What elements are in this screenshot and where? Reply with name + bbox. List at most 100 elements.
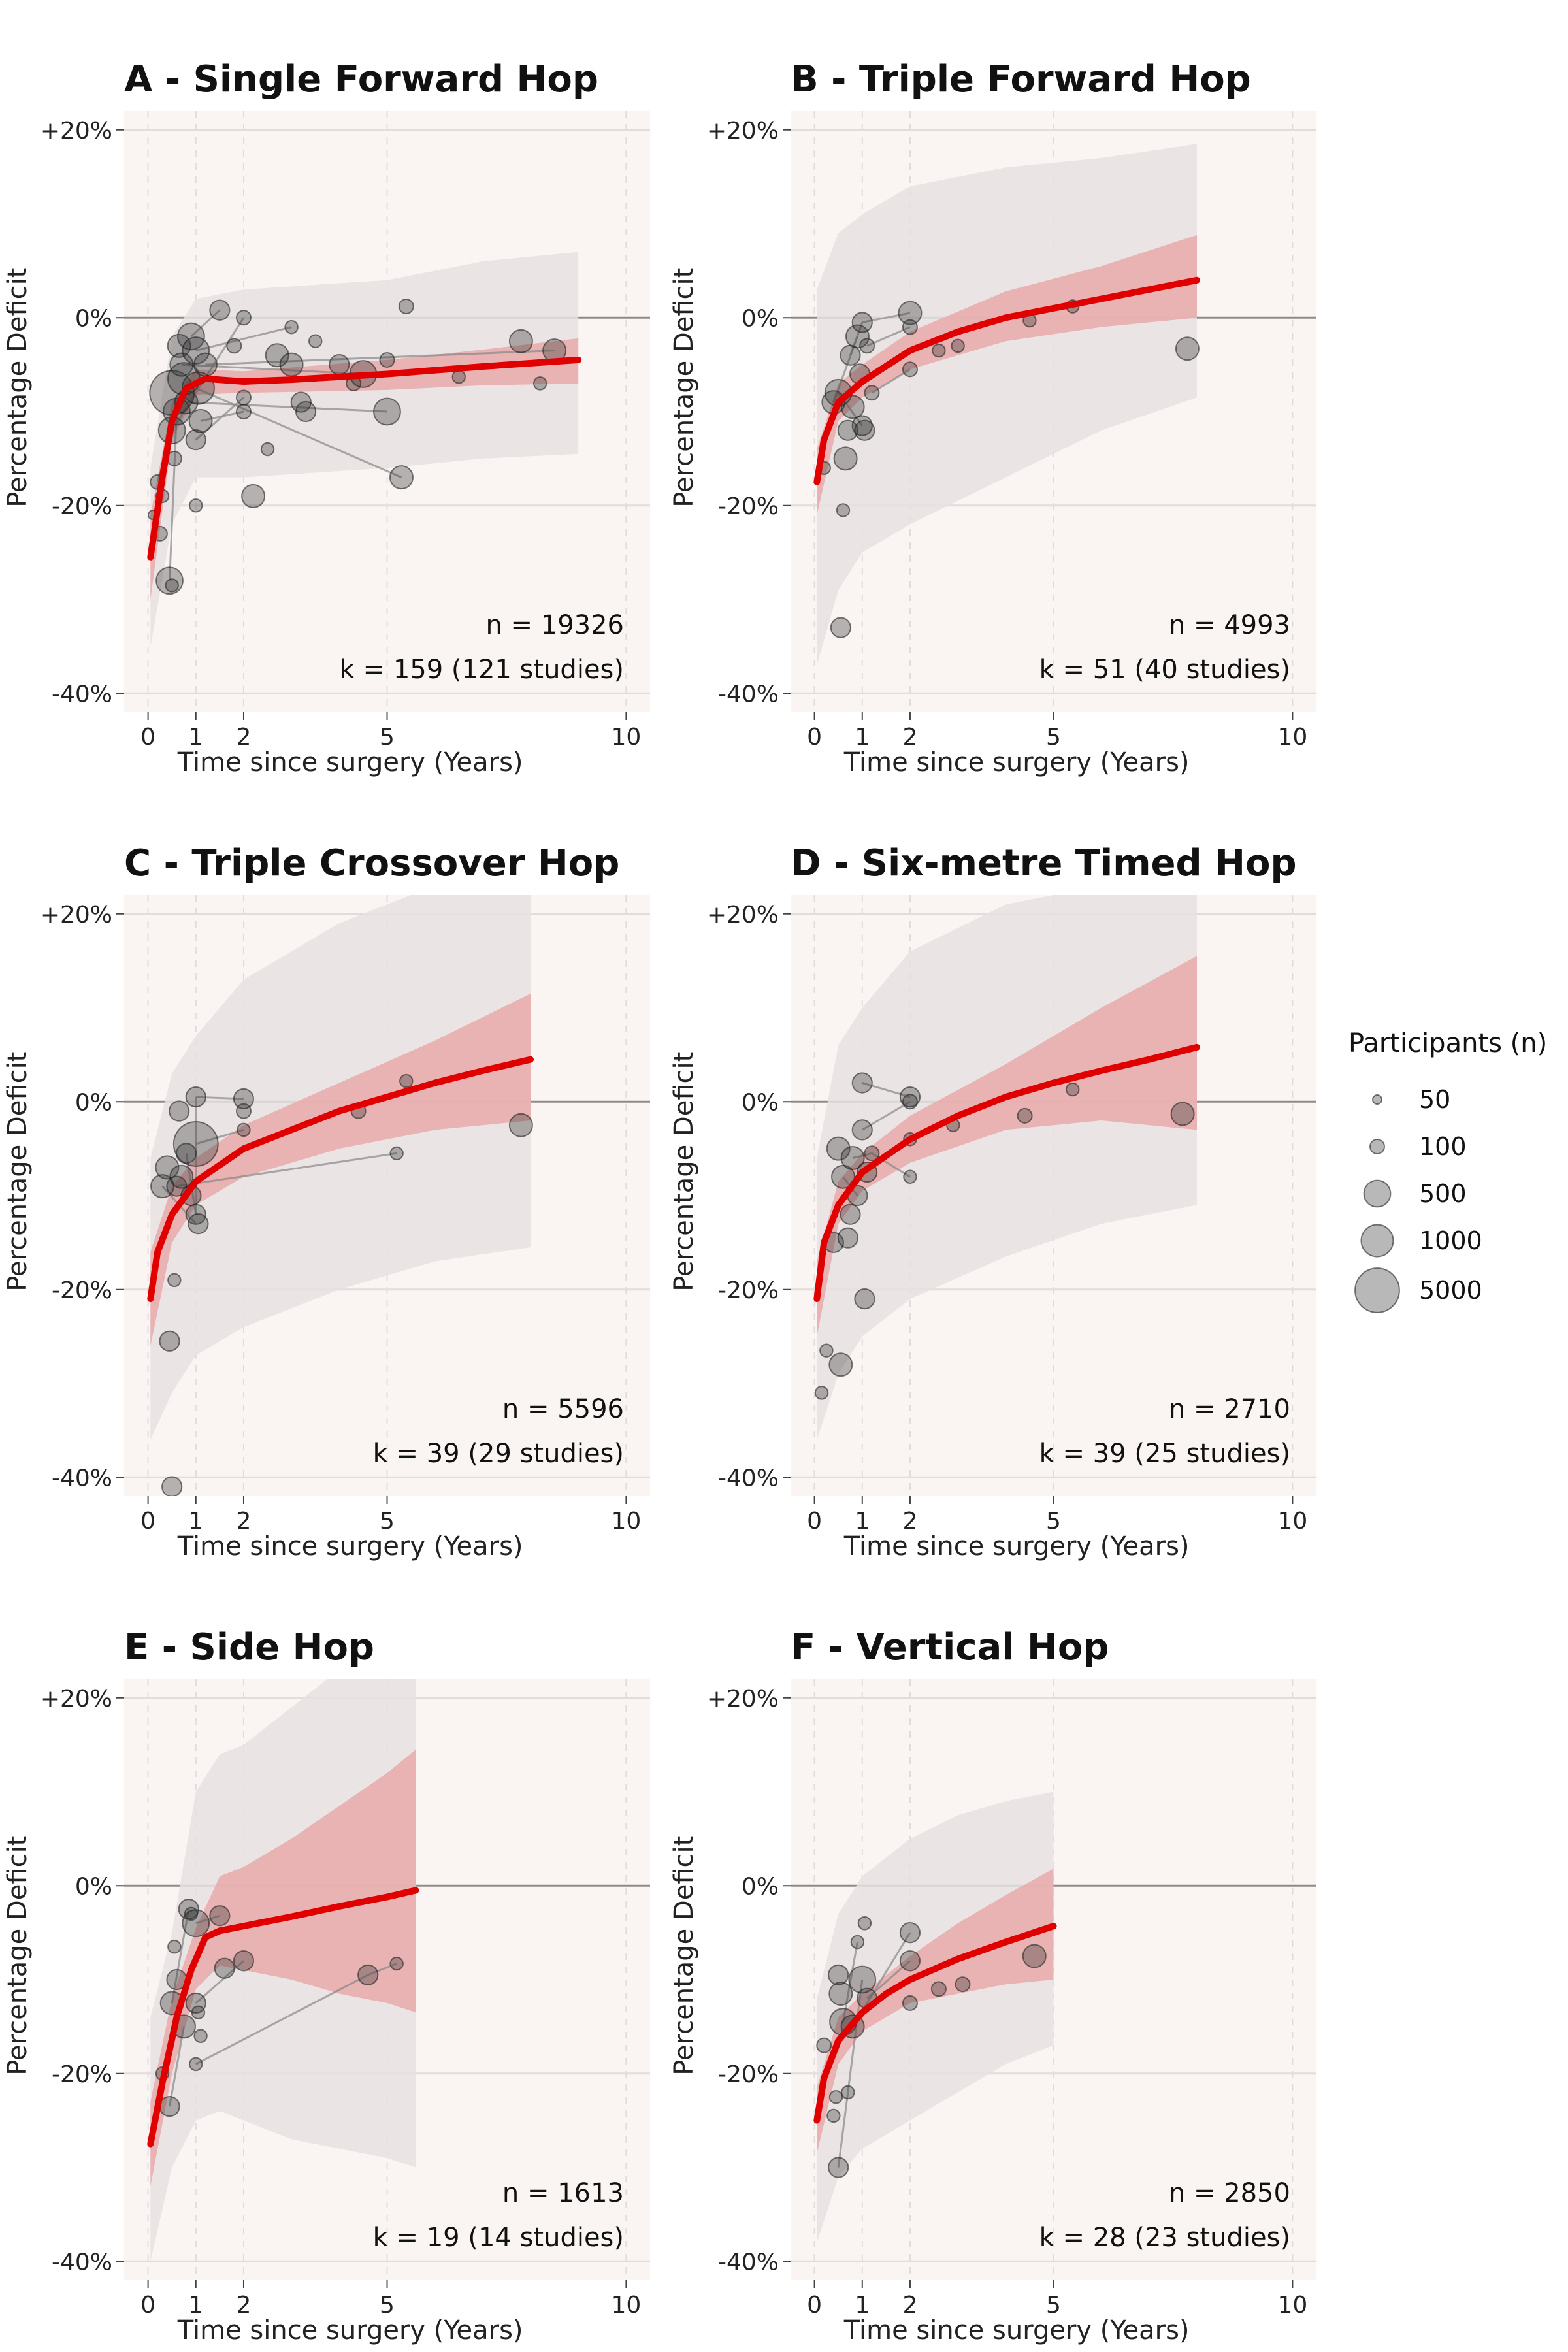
study-link-line [195,1128,244,1145]
panel-title: C - Triple Crossover Hop [124,842,619,885]
data-point [841,2085,855,2100]
data-point [848,1965,877,1994]
study-link-line [169,2026,185,2107]
fitted-curve [813,1923,1057,2124]
confidence-interval-band [817,1869,1054,2153]
data-point [833,446,858,471]
data-point [233,1950,255,1972]
study-link-line [837,1979,864,2168]
y-tick-label: -40% [52,1465,112,1492]
panel-b: B - Triple Forward Hop +20% 0% -20% -40% 0 1 2 5… [669,58,1316,777]
y-tick-label: -20% [52,1277,112,1304]
y-tick-label: +20% [41,902,112,928]
x-tick-label: 0 [807,724,822,751]
x-tick-label: 10 [1278,724,1308,751]
study-link-line [171,1908,190,2004]
study-link-line [862,1082,911,1098]
x-tick-label: 1 [855,2292,870,2319]
annotation-studies: k = 159 (121 studies) [340,655,624,685]
data-point [930,1981,947,1997]
study-link-line [186,401,387,413]
x-tick-label: 1 [855,724,870,751]
y-axis-label: Percentage Deficit [3,1836,33,2076]
study-link-line [195,1974,368,2065]
data-point [902,319,918,335]
legend-label: 500 [1419,1179,1467,1208]
y-tick-label: -20% [718,493,779,520]
data-point [840,395,865,419]
data-point [182,1909,210,1938]
data-point [357,1964,379,1985]
data-point [899,1950,921,1972]
x-tick-label: 0 [807,1508,822,1535]
annotation-studies: k = 28 (23 studies) [1039,2223,1290,2253]
y-tick-label: +20% [707,1686,779,1712]
x-tick-label: 1 [855,1508,870,1535]
x-tick-label: 5 [380,1508,395,1535]
data-point [1175,336,1200,361]
prediction-interval-band [150,895,531,1440]
data-point [167,1939,182,1954]
x-tick-label: 2 [903,2292,918,2319]
data-point [1017,1107,1033,1124]
data-point [902,1094,918,1110]
annotation-studies: k = 39 (29 studies) [373,1439,624,1469]
data-point [260,442,275,457]
data-point [902,361,918,378]
y-axis-label: Percentage Deficit [3,268,33,508]
data-point [828,2089,843,2104]
y-axis-label: Percentage Deficit [669,1836,699,2076]
data-point [159,2095,180,2117]
data-point [235,310,252,326]
data-point [898,301,923,325]
x-tick-label: 2 [903,1508,918,1535]
data-point [165,578,179,593]
data-point [178,1899,199,1920]
annotation-participants: n = 1613 [502,2178,624,2208]
data-point [235,1103,252,1119]
data-point [1170,1102,1195,1126]
data-point [508,329,533,353]
data-point [193,2029,208,2043]
x-tick-label: 2 [903,724,918,751]
y-axis-label: Percentage Deficit [3,1052,33,1292]
data-point [864,385,880,401]
y-tick-label: -40% [718,681,779,708]
panel-d: D - Six-metre Timed Hop +20% 0% -20% -40% 0 1 2… [669,842,1316,1561]
data-point [951,338,965,353]
study-link-line [367,1963,397,1976]
x-tick-label: 2 [237,1508,252,1535]
x-axis-label: Time since surgery (Years) [177,2315,523,2345]
x-tick-label: 10 [612,1508,642,1535]
data-point [508,1113,533,1137]
data-point [167,1273,182,1288]
x-tick-label: 5 [1046,724,1061,751]
data-point [851,312,873,333]
data-point [836,503,851,517]
data-point [159,1330,180,1352]
study-link-line [852,1152,872,1159]
data-point [241,483,266,508]
data-point [161,1476,183,1496]
data-point [188,1213,209,1235]
data-point [851,1119,873,1141]
x-tick-label: 0 [140,2292,155,2319]
data-point [308,334,323,348]
y-tick-label: -40% [52,681,112,708]
annotation-studies: k = 51 (40 studies) [1039,655,1290,685]
data-point [932,343,946,358]
y-tick-label: 0% [75,1089,112,1116]
legend-label: 5000 [1419,1276,1482,1305]
study-link-line [195,326,292,352]
x-tick-label: 1 [188,1508,203,1535]
data-point [295,400,317,423]
data-point [864,1145,880,1162]
confidence-interval-band [150,1749,416,2187]
data-point [155,1155,180,1180]
y-tick-label: +20% [707,902,779,928]
legend-swatch [1360,1224,1394,1258]
legend-swatch [1354,1267,1400,1313]
x-tick-label: 10 [1278,2292,1308,2319]
panel-title: B - Triple Forward Hop [791,58,1251,101]
